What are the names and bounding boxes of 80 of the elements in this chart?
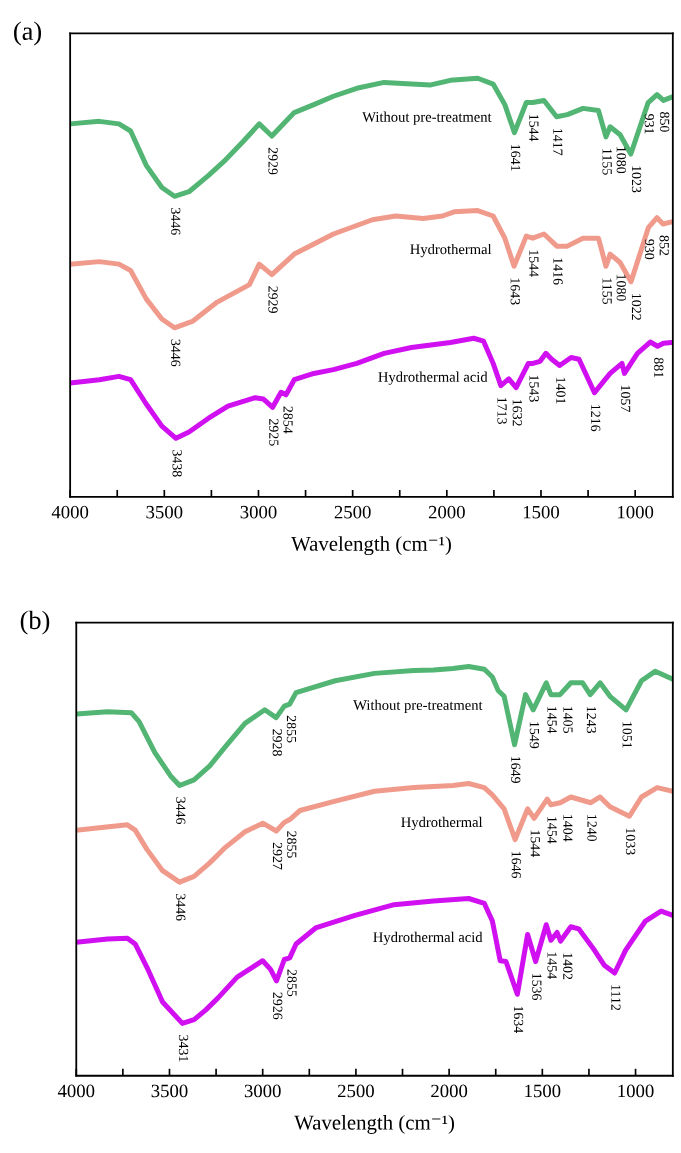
series-label: Without pre-treatment xyxy=(353,699,483,713)
x-axis-title: Wavelength (cm⁻¹) xyxy=(294,1114,455,1134)
annotation: 1713 xyxy=(497,397,507,424)
annotation: 1155 xyxy=(602,278,612,305)
annotation: 1022 xyxy=(631,294,642,320)
annotation: 1649 xyxy=(511,756,521,783)
annotation: 2925 xyxy=(269,419,279,446)
annotation: 1454 xyxy=(547,707,557,734)
x-tick-label: 1500 xyxy=(525,1084,561,1098)
annotation: 1112 xyxy=(611,985,621,1011)
x-tick-label: 1000 xyxy=(618,505,654,519)
annotation: 881 xyxy=(654,357,664,378)
annotation: 1544 xyxy=(530,830,540,857)
series-label: Hydrothermal xyxy=(401,816,483,831)
annotation: 1401 xyxy=(556,377,566,404)
annotation: 1646 xyxy=(511,851,521,879)
annotation: 2855 xyxy=(286,715,297,743)
annotation: 1632 xyxy=(512,399,522,426)
x-tick-label: 1000 xyxy=(618,1084,654,1098)
annotation: 3446 xyxy=(176,893,186,921)
x-tick-label: 3500 xyxy=(146,505,183,519)
series-label: Without pre-treatment xyxy=(362,111,492,125)
annotation: 1216 xyxy=(591,405,601,432)
annotation: 2929 xyxy=(268,147,278,175)
annotation: 1240 xyxy=(587,815,597,842)
annotation: 1417 xyxy=(553,129,563,156)
annotation: 852 xyxy=(659,235,669,256)
x-tick-label: 3000 xyxy=(244,1084,281,1098)
annotation: 1033 xyxy=(625,828,636,855)
annotation: 930 xyxy=(644,239,655,260)
annotation: 1405 xyxy=(563,707,573,734)
annotation: 1544 xyxy=(529,114,539,142)
series-label: Hydrothermal acid xyxy=(373,931,483,946)
annotation: 850 xyxy=(659,112,670,132)
annotation: 3431 xyxy=(178,1035,189,1062)
annotation: 1404 xyxy=(563,815,573,842)
annotation: 2855 xyxy=(287,969,297,997)
chart-title: (b) xyxy=(20,610,50,635)
x-tick-label: 2500 xyxy=(334,505,371,519)
x-axis-title: Wavelength (cm⁻¹) xyxy=(291,536,451,556)
annotation: 2929 xyxy=(268,286,278,313)
annotation: 1243 xyxy=(586,707,597,734)
series-label: Hydrothermal acid xyxy=(378,371,488,385)
annotation: 1051 xyxy=(622,722,632,748)
annotation: 1643 xyxy=(510,278,520,305)
annotation: 1549 xyxy=(529,722,540,749)
annotation: 1454 xyxy=(547,817,557,844)
annotation: 2854 xyxy=(283,406,293,434)
annotation: 2927 xyxy=(272,842,283,870)
annotation: 1416 xyxy=(553,258,563,285)
x-tick-label: 2500 xyxy=(337,1084,374,1098)
x-tick-label: 4000 xyxy=(51,505,89,519)
annotation: 1454 xyxy=(547,952,557,979)
chart-title: (a) xyxy=(14,21,42,46)
annotation: 1544 xyxy=(529,250,539,277)
x-tick-label: 2000 xyxy=(428,505,465,519)
x-tick-label: 1500 xyxy=(523,505,560,519)
annotation: 1057 xyxy=(620,385,631,412)
annotation: 3446 xyxy=(171,208,181,235)
annotation: 1080 xyxy=(616,274,626,301)
annotation: 2855 xyxy=(287,831,297,858)
annotation: 1634 xyxy=(513,1006,524,1033)
annotation: 931 xyxy=(644,114,655,134)
annotation: 3446 xyxy=(171,339,181,367)
x-tick-label: 3500 xyxy=(151,1084,188,1098)
annotation: 3446 xyxy=(176,797,186,825)
x-tick-label: 2000 xyxy=(431,1084,468,1098)
annotation: 2928 xyxy=(272,729,283,756)
annotation: 1080 xyxy=(616,147,626,174)
series-label: Hydrothermal xyxy=(410,243,492,258)
x-tick-label: 4000 xyxy=(57,1084,95,1098)
annotation: 3438 xyxy=(172,450,182,477)
annotation: 1543 xyxy=(529,375,539,402)
x-tick-label: 3000 xyxy=(240,505,277,519)
annotation: 2926 xyxy=(273,992,283,1020)
annotation: 1402 xyxy=(563,953,573,980)
annotation: 1155 xyxy=(602,149,612,175)
annotation: 1023 xyxy=(631,166,642,193)
annotation: 1641 xyxy=(510,145,521,171)
annotation: 1536 xyxy=(532,973,542,1001)
